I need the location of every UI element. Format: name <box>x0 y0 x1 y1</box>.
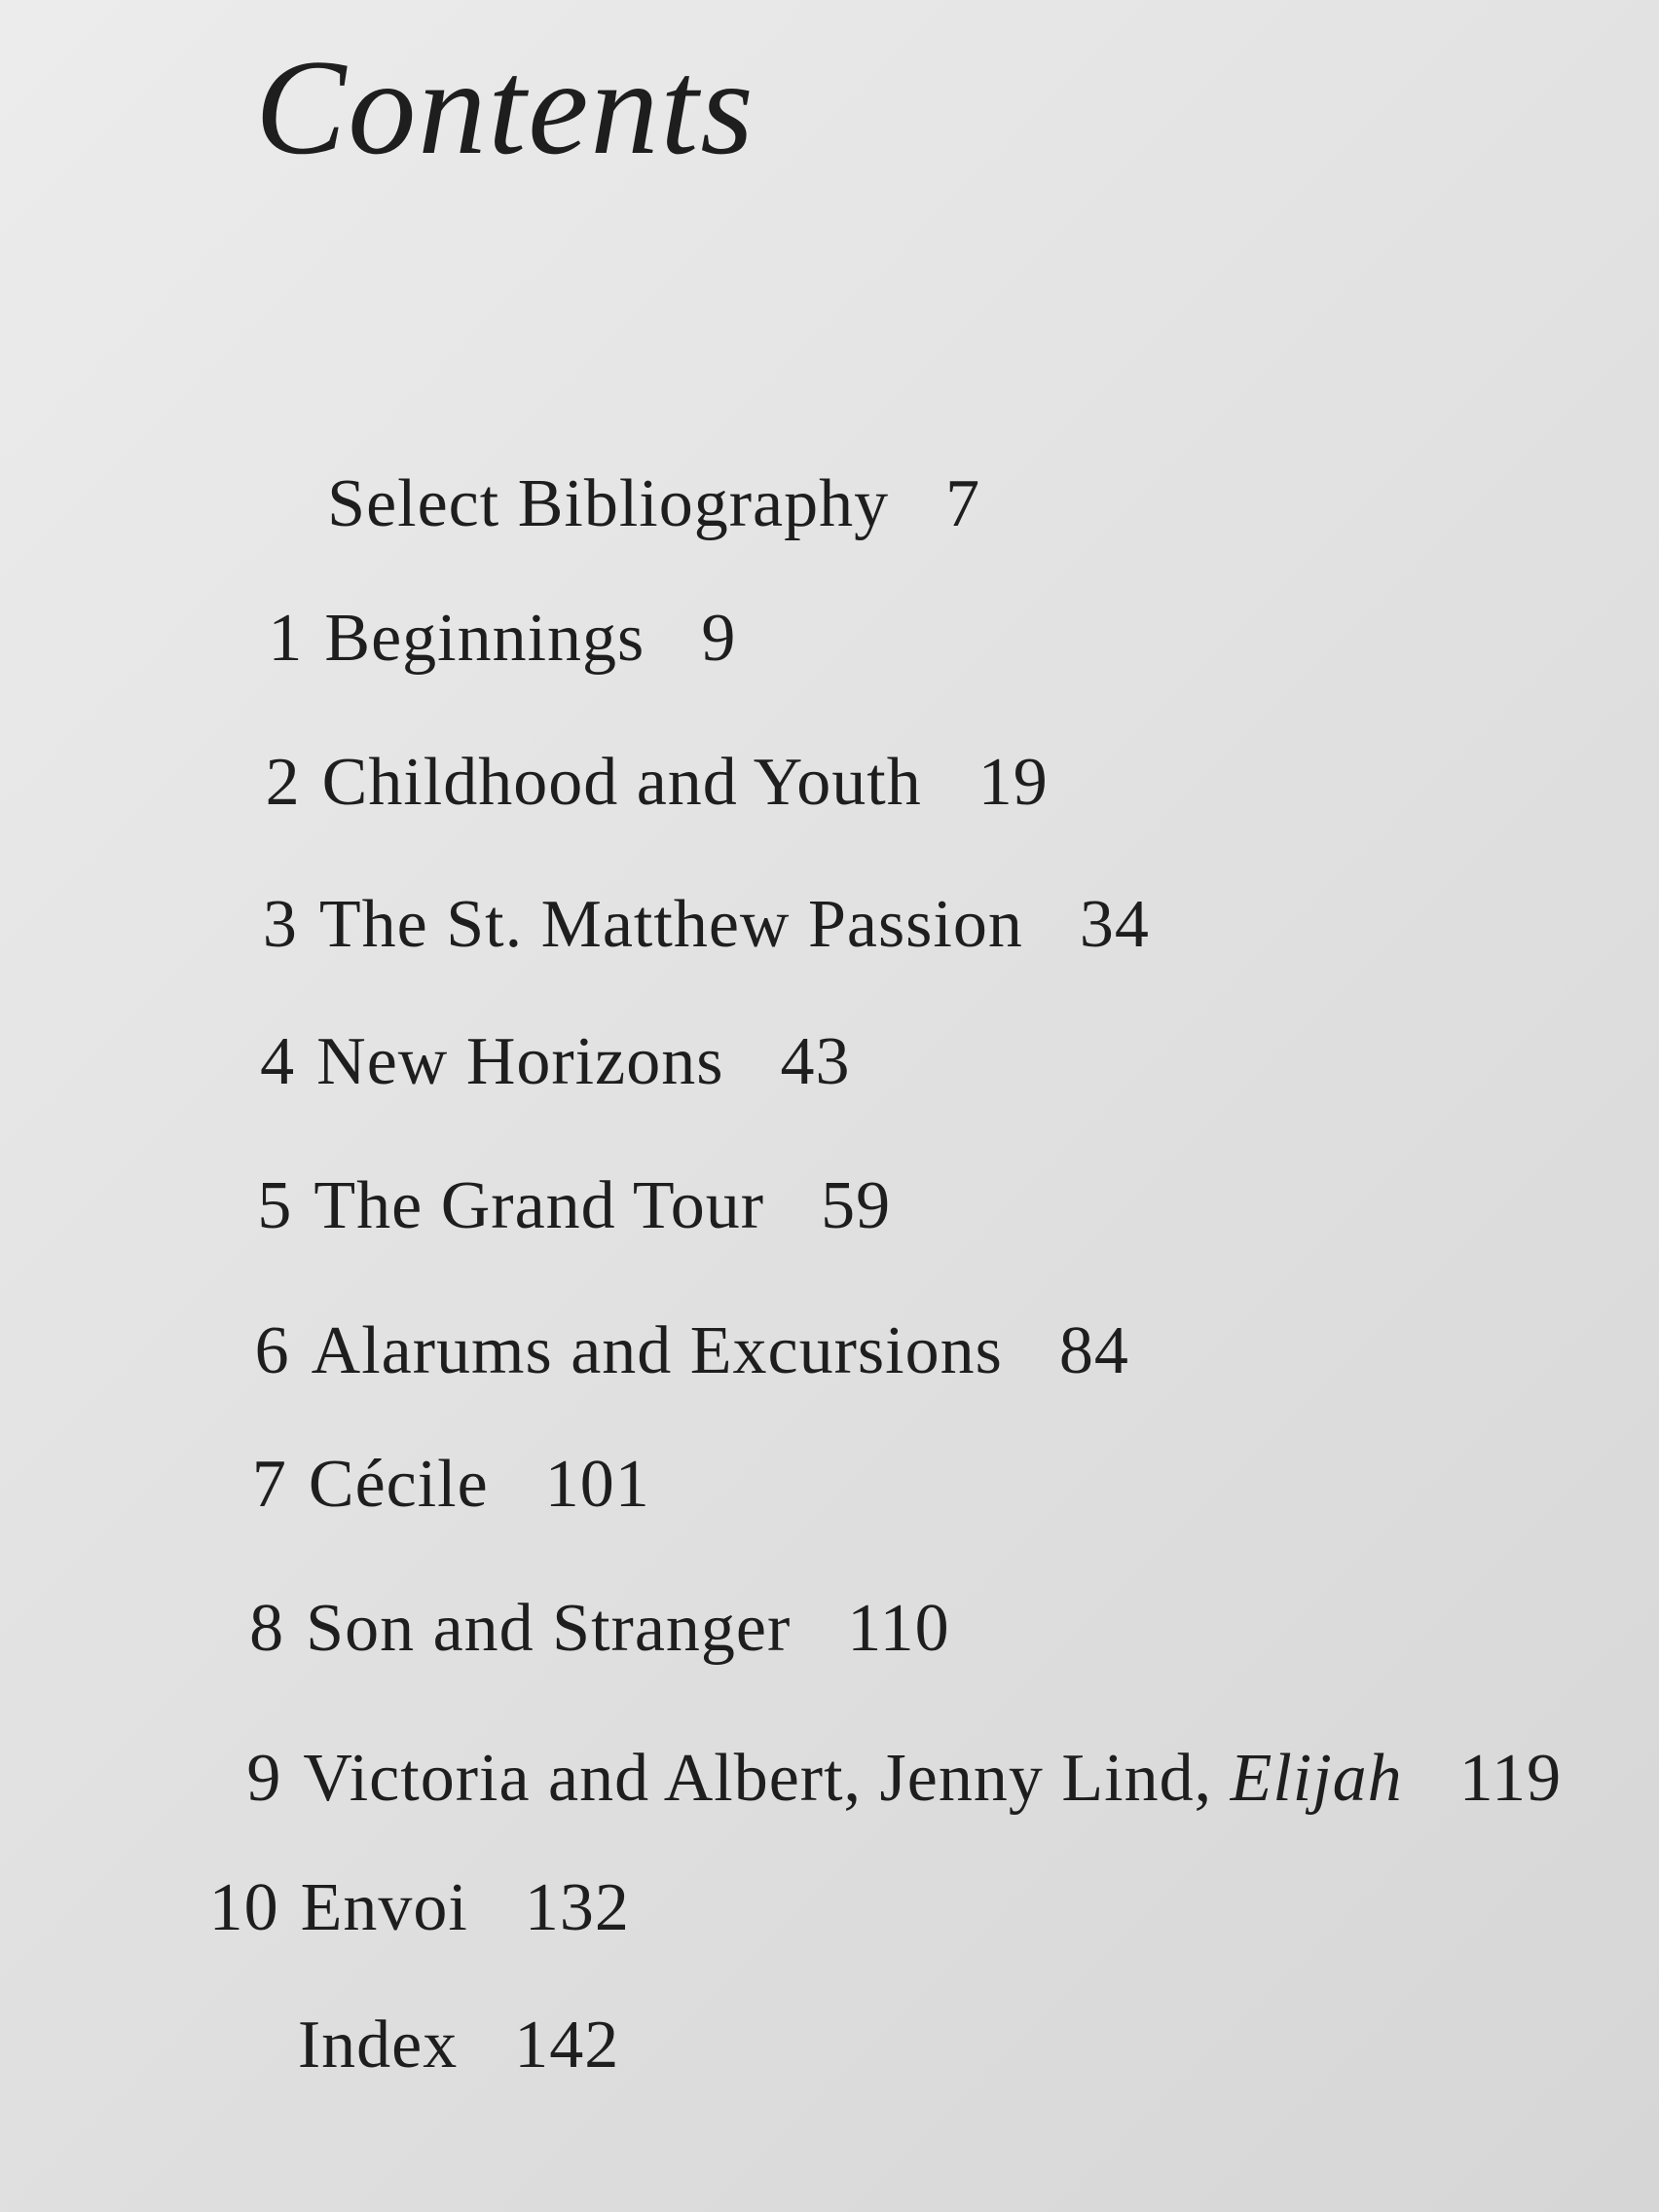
page-number: 84 <box>1058 1312 1129 1388</box>
entry-text: Index 142 <box>298 2002 619 2089</box>
entry-text: Victoria and Albert, Jenny Lind, Elijah 1… <box>303 1735 1562 1823</box>
entry-title-italic: Elijah <box>1230 1740 1403 1816</box>
page-number: 19 <box>977 744 1049 820</box>
entry-text: Childhood and Youth 19 <box>322 739 1049 827</box>
entry-text: The St. Matthew Passion 34 <box>319 881 1150 969</box>
entry-title: Beginnings <box>324 601 645 677</box>
chapter-number: 6 <box>254 1312 290 1388</box>
entry-title: Son and Stranger <box>306 1591 792 1667</box>
entry-title: The Grand Tour <box>313 1167 765 1243</box>
page-number: 59 <box>821 1167 892 1243</box>
entry-text: The Grand Tour 59 <box>313 1162 891 1250</box>
page-number: 9 <box>701 601 737 677</box>
entry-title: The St. Matthew Passion <box>318 887 1023 963</box>
entry-text: Cécile 101 <box>309 1441 650 1529</box>
page-number: 132 <box>524 1870 630 1946</box>
chapter-number: 8 <box>249 1591 285 1667</box>
entry-title: New Horizons <box>316 1023 724 1099</box>
chapter-number: 7 <box>251 1447 287 1523</box>
entry-text: Select Bibliography 7 <box>327 461 980 548</box>
entry-title: Cécile <box>308 1447 489 1523</box>
chapter-number: 3 <box>262 887 298 963</box>
page-number: 119 <box>1458 1740 1563 1816</box>
chapter-number: 2 <box>265 744 301 820</box>
entry-text: New Horizons 43 <box>316 1018 850 1106</box>
page-title: Contents <box>255 32 756 183</box>
entry-text: Alarums and Excursions 84 <box>312 1308 1129 1395</box>
entry-title: Select Bibliography <box>327 466 890 542</box>
entry-text: Beginnings 9 <box>324 595 736 682</box>
entry-title: Alarums and Excursions <box>311 1312 1003 1388</box>
chapter-number: 10 <box>208 1870 279 1946</box>
chapter-number: 1 <box>268 601 304 677</box>
page-number: 43 <box>780 1023 851 1099</box>
chapter-number: 5 <box>257 1167 293 1243</box>
entry-title: Envoi <box>300 1870 468 1946</box>
chapter-number: 4 <box>260 1023 296 1099</box>
page-number: 7 <box>945 466 981 542</box>
page-number: 101 <box>544 1447 650 1523</box>
entry-title: Victoria and Albert, Jenny Lind, <box>303 1740 1213 1816</box>
entry-text: Son and Stranger 110 <box>306 1585 950 1673</box>
page-number: 34 <box>1079 887 1150 963</box>
entry-title: Index <box>297 2007 459 2083</box>
entry-text: Envoi 132 <box>301 1864 630 1952</box>
entry-title: Childhood and Youth <box>321 744 922 820</box>
page-number: 110 <box>847 1591 950 1667</box>
chapter-number: 9 <box>246 1740 282 1816</box>
page-number: 142 <box>514 2007 620 2083</box>
